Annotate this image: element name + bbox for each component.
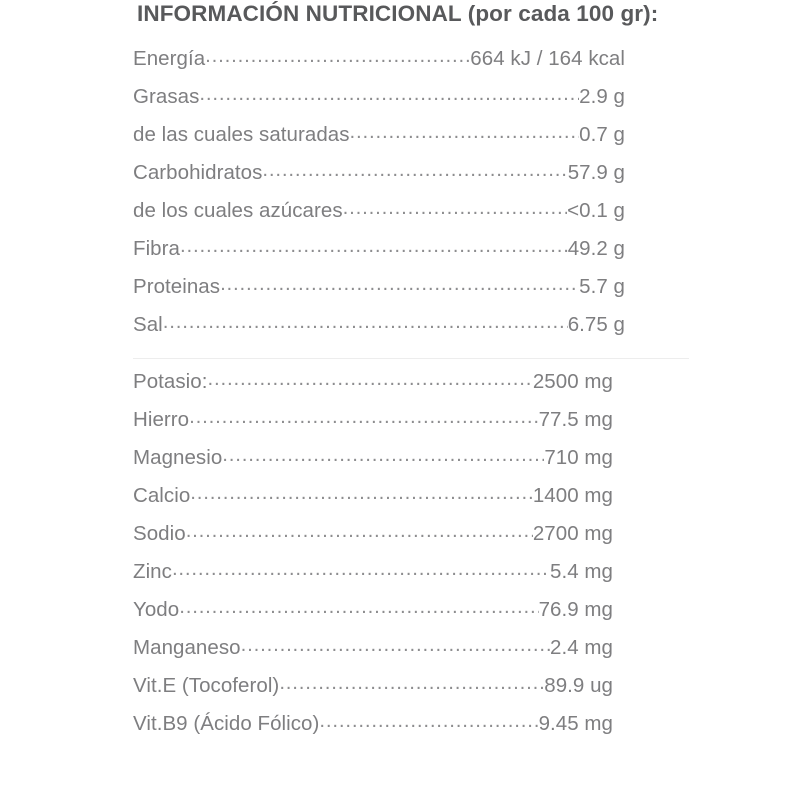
table-row: de las cuales saturadas 0.7 g (133, 120, 625, 158)
nutrient-name: Yodo (133, 597, 180, 621)
nutrient-value: 664 kJ / 164 kcal (470, 46, 625, 70)
dot-leader (343, 196, 567, 217)
nutrient-value: 6.75 g (567, 312, 625, 336)
micronutrients-section: Potasio: 2500 mg Hierro 77.5 mg Magnesio… (133, 367, 693, 747)
nutrient-value: 49.2 g (567, 236, 625, 260)
dot-leader (222, 443, 544, 464)
table-row: Proteinas 5.7 g (133, 272, 625, 310)
nutrient-value: 76.9 mg (538, 597, 613, 621)
nutrient-value: 9.45 mg (538, 711, 613, 735)
nutrient-value: 77.5 mg (538, 407, 613, 431)
macronutrients-section: Energía 664 kJ / 164 kcal Grasas 2.9 g d… (133, 44, 693, 348)
dot-leader (180, 234, 568, 255)
table-row: Sal 6.75 g (133, 310, 625, 348)
dot-leader (186, 519, 533, 540)
nutrient-name: de las cuales saturadas (133, 122, 350, 146)
nutrient-value: 0.7 g (579, 122, 625, 146)
nutrient-value: 2.4 mg (550, 635, 613, 659)
nutrient-value: 57.9 g (567, 160, 625, 184)
nutrient-name: Calcio (133, 483, 191, 507)
dot-leader (163, 310, 568, 331)
dot-leader (172, 557, 550, 578)
nutrient-name: de los cuales azúcares (133, 198, 343, 222)
table-row: Yodo 76.9 mg (133, 595, 613, 633)
nutrient-name: Sodio (133, 521, 186, 545)
nutrient-value: 1400 mg (532, 483, 613, 507)
nutrient-name: Potasio: (133, 369, 208, 393)
table-row: Potasio: 2500 mg (133, 367, 613, 405)
dot-leader (179, 595, 538, 616)
table-row: Energía 664 kJ / 164 kcal (133, 44, 625, 82)
table-row: de los cuales azúcares <0.1 g (133, 196, 625, 234)
nutrition-title-text: INFORMACIÓN NUTRICIONAL (137, 1, 462, 26)
nutrient-name: Sal (133, 312, 163, 336)
dot-leader (350, 120, 580, 141)
nutrient-name: Zinc (133, 559, 172, 583)
nutrient-name: Grasas (133, 84, 200, 108)
table-row: Carbohidratos 57.9 g (133, 158, 625, 196)
nutrient-name: Energía (133, 46, 206, 70)
nutrient-name: Carbohidratos (133, 160, 263, 184)
dot-leader (190, 481, 533, 502)
nutrient-name: Vit.E (Tocoferol) (133, 673, 280, 697)
nutrient-name: Magnesio (133, 445, 223, 469)
nutrient-name: Vit.B9 (Ácido Fólico) (133, 711, 320, 735)
nutrient-value: 2700 mg (532, 521, 613, 545)
page-title: INFORMACIÓN NUTRICIONAL (por cada 100 gr… (137, 0, 697, 32)
table-row: Hierro 77.5 mg (133, 405, 613, 443)
table-row: Vit.E (Tocoferol) 89.9 ug (133, 671, 613, 709)
dot-leader (199, 82, 579, 103)
dot-leader (205, 44, 470, 65)
dot-leader (189, 405, 538, 426)
table-row: Magnesio 710 mg (133, 443, 613, 481)
dot-leader (241, 633, 550, 654)
nutrient-name: Manganeso (133, 635, 241, 659)
dot-leader (262, 158, 567, 179)
nutrient-value: 710 mg (544, 445, 613, 469)
dot-leader (319, 709, 538, 730)
nutrient-value: 5.7 g (579, 274, 625, 298)
nutrient-value: 89.9 ug (544, 673, 613, 697)
dot-leader (279, 671, 544, 692)
nutrient-value: 2.9 g (579, 84, 625, 108)
dot-leader (207, 367, 532, 388)
table-row: Sodio 2700 mg (133, 519, 613, 557)
table-row: Vit.B9 (Ácido Fólico) 9.45 mg (133, 709, 613, 747)
nutrient-value: <0.1 g (567, 198, 625, 222)
nutrient-value: 5.4 mg (550, 559, 613, 583)
nutrition-label-panel: INFORMACIÓN NUTRICIONAL (por cada 100 gr… (133, 0, 693, 735)
dot-leader (220, 272, 579, 293)
table-row: Fibra 49.2 g (133, 234, 625, 272)
table-row: Grasas 2.9 g (133, 82, 625, 120)
nutrient-value: 2500 mg (532, 369, 613, 393)
nutrient-name: Fibra (133, 236, 180, 260)
section-divider (133, 358, 689, 359)
table-row: Calcio 1400 mg (133, 481, 613, 519)
nutrient-name: Proteinas (133, 274, 221, 298)
table-row: Zinc 5.4 mg (133, 557, 613, 595)
table-row: Manganeso 2.4 mg (133, 633, 613, 671)
nutrient-name: Hierro (133, 407, 190, 431)
nutrition-title-quantity: (por cada 100 gr): (461, 1, 659, 26)
